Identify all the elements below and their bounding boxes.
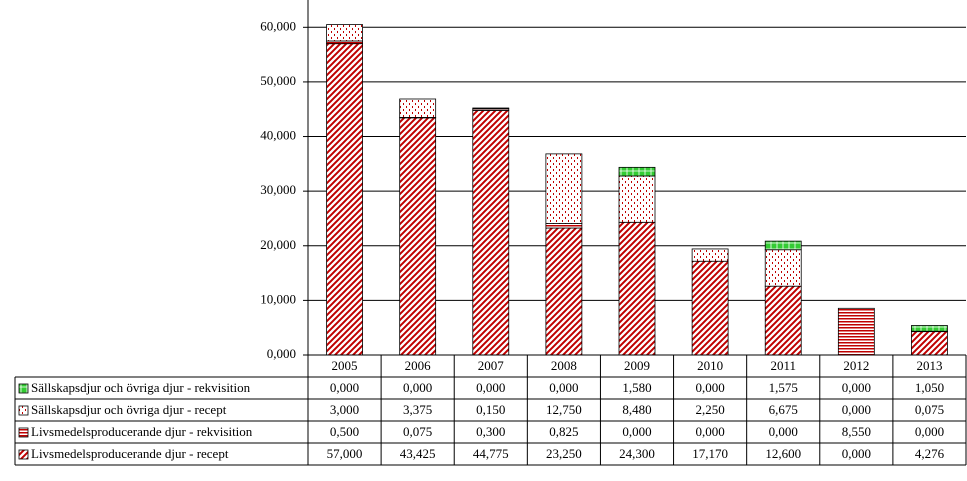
table-value: 23,250	[546, 446, 582, 461]
bar-segment	[618, 175, 656, 223]
x-tick-label: 2008	[551, 358, 577, 373]
table-value: 0,000	[842, 380, 871, 395]
legend-key	[18, 383, 29, 394]
table-value: 44,775	[473, 446, 509, 461]
bar-segment	[399, 98, 437, 118]
bar-segment	[764, 285, 802, 356]
bar-segment	[691, 248, 729, 262]
table-value: 0,000	[769, 424, 798, 439]
table-value: 0,075	[403, 424, 432, 439]
bar-segment	[545, 153, 583, 224]
bar-segment	[545, 223, 583, 229]
x-tick-label: 2011	[770, 358, 796, 373]
table-value: 0,000	[695, 380, 724, 395]
legend-label: Sällskapsdjur och övriga djur - rekvisit…	[31, 380, 251, 395]
x-tick-label: 2007	[478, 358, 505, 373]
x-tick-label: 2012	[843, 358, 869, 373]
legend-key	[18, 427, 29, 438]
bar-segment	[472, 107, 510, 110]
bar-segment	[618, 166, 656, 177]
table-value: 1,575	[769, 380, 798, 395]
table-value: 0,000	[915, 424, 944, 439]
table-value: 0,150	[476, 402, 505, 417]
y-tick-label: 20,000	[260, 237, 296, 252]
legend-key	[18, 449, 29, 460]
table-value: 8,480	[622, 402, 651, 417]
table-value: 1,580	[622, 380, 651, 395]
table-value: 0,000	[549, 380, 578, 395]
bar-segment	[472, 110, 510, 356]
table-value: 0,075	[915, 402, 944, 417]
table-value: 8,550	[842, 424, 871, 439]
table-value: 17,170	[692, 446, 728, 461]
table-value: 2,250	[695, 402, 724, 417]
table-value: 0,500	[330, 424, 359, 439]
x-tick-label: 2009	[624, 358, 650, 373]
table-value: 57,000	[327, 446, 363, 461]
table-value: 0,300	[476, 424, 505, 439]
table-value: 0,000	[622, 424, 651, 439]
x-tick-label: 2013	[916, 358, 942, 373]
bar-segment	[911, 325, 948, 332]
bar-segment	[911, 331, 948, 356]
y-tick-label: 50,000	[260, 73, 296, 88]
bar-segment	[691, 260, 729, 356]
table-value: 0,000	[842, 402, 871, 417]
bar-segment	[618, 221, 656, 356]
table-value: 43,425	[400, 446, 436, 461]
legend-label: Livsmedelsproducerande djur - rekvisitio…	[31, 424, 253, 439]
bar-segment	[764, 240, 802, 251]
y-tick-label: 60,000	[260, 18, 296, 33]
bar-segment	[326, 40, 363, 45]
bar-segment	[764, 249, 802, 287]
bar-segment	[837, 307, 875, 356]
x-tick-label: 2006	[405, 358, 432, 373]
table-value: 0,000	[842, 446, 871, 461]
table-value: 1,050	[915, 380, 944, 395]
legend-label: Livsmedelsproducerande djur - recept	[31, 446, 229, 461]
x-tick-label: 2010	[697, 358, 723, 373]
table-value: 3,375	[403, 402, 432, 417]
bar-segment	[545, 227, 583, 356]
table-value: 12,600	[765, 446, 801, 461]
table-value: 0,000	[330, 380, 359, 395]
table-value: 4,276	[915, 446, 945, 461]
y-tick-label: 40,000	[260, 128, 296, 143]
y-tick-label: 30,000	[260, 182, 296, 197]
table-value: 0,825	[549, 424, 578, 439]
table-value: 0,000	[403, 380, 432, 395]
legend-label: Sällskapsdjur och övriga djur - recept	[31, 402, 227, 417]
table-value: 0,000	[695, 424, 724, 439]
bar-segment	[399, 117, 437, 356]
table-value: 6,675	[769, 402, 798, 417]
bar-segment	[326, 43, 363, 356]
bar-segment	[326, 24, 363, 42]
table-value: 12,750	[546, 402, 582, 417]
table-value: 24,300	[619, 446, 655, 461]
table-value: 0,000	[476, 380, 505, 395]
legend-key	[18, 405, 29, 416]
y-tick-label: 0,000	[267, 346, 296, 361]
y-tick-label: 10,000	[260, 291, 296, 306]
x-tick-label: 2005	[332, 358, 358, 373]
table-value: 3,000	[330, 402, 359, 417]
